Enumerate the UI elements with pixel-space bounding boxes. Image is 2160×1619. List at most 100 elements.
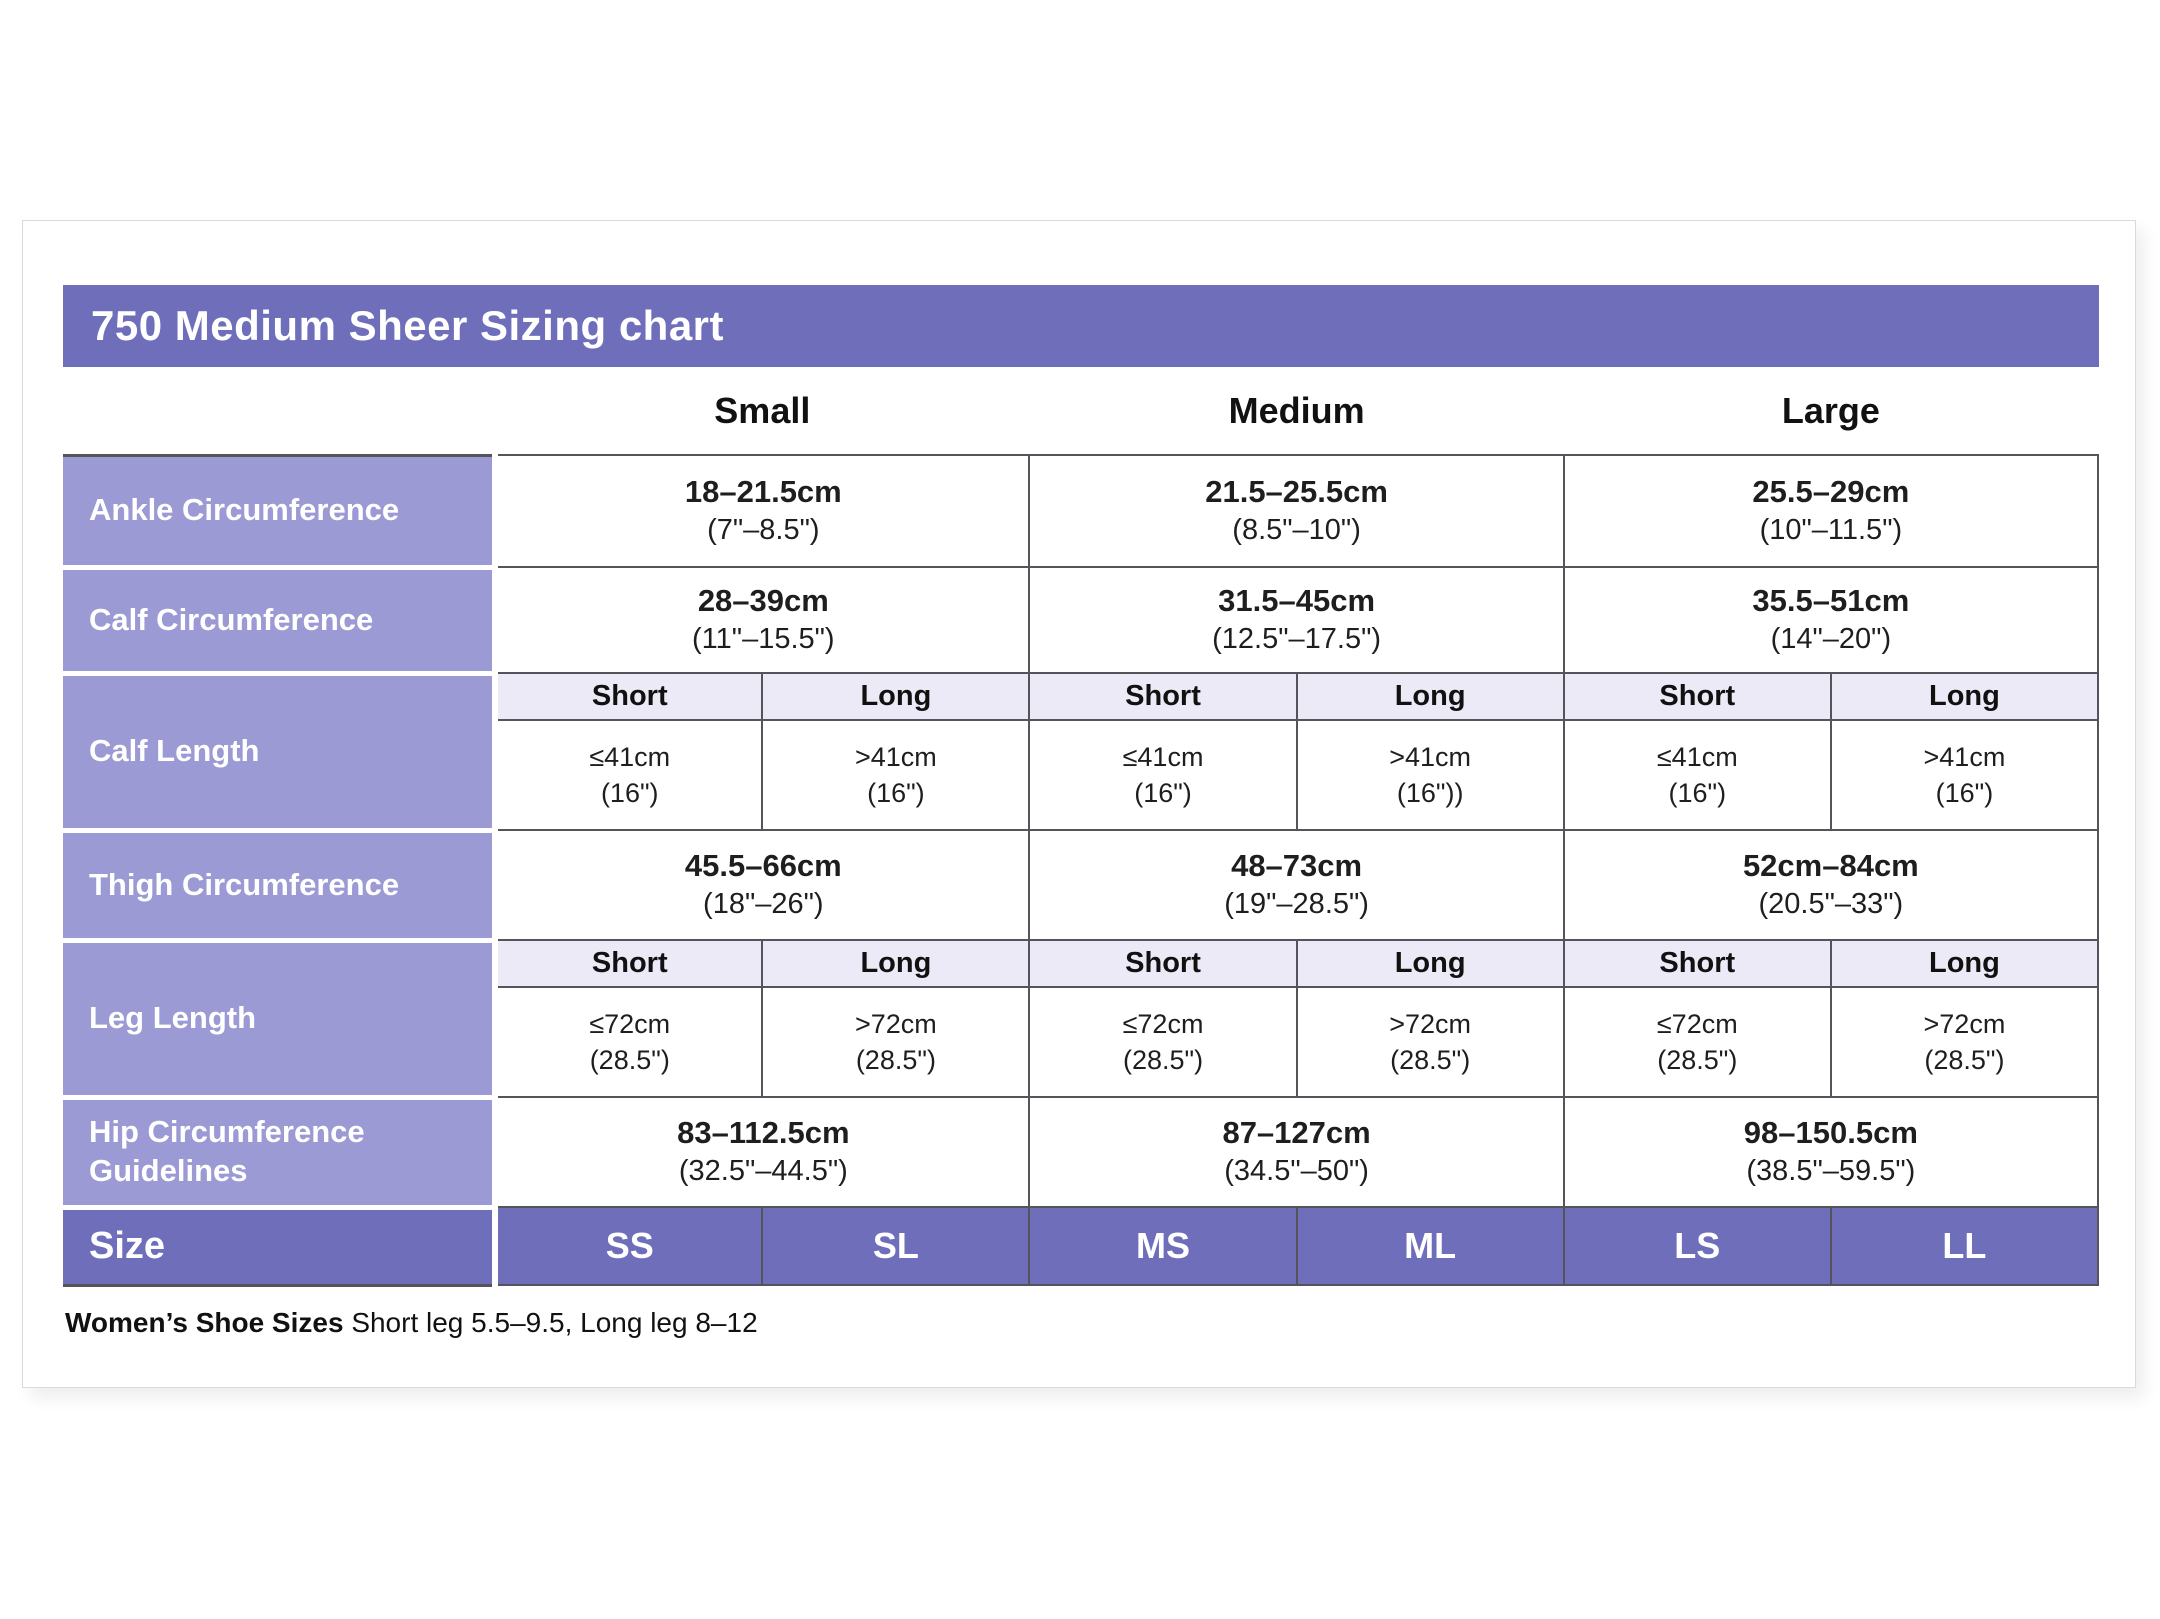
value-inch: (14"–20") <box>1770 623 1892 656</box>
sizing-chart-card: 750 Medium Sheer Sizing chart Small Medi… <box>22 220 2136 1388</box>
value-inch: (16") <box>1668 778 1727 808</box>
value-inch: (16") <box>867 778 925 808</box>
cell-hip-small: 83–112.5cm (32.5"–44.5") <box>494 1096 1031 1208</box>
row-hip-circumference: Hip Circumference Guidelines 83–112.5cm … <box>63 1094 2100 1210</box>
cell-calf-length-ss: ≤41cm (16") <box>494 719 764 831</box>
value-cm: 18–21.5cm <box>684 474 842 509</box>
header-large: Large <box>1781 389 1880 431</box>
subheader-short: Short <box>494 672 764 721</box>
cell-leg-length-ls: ≤72cm (28.5") <box>1562 986 1832 1098</box>
cell-ankle-medium: 21.5–25.5cm (8.5"–10") <box>1028 454 1565 568</box>
row-ankle-circumference: Ankle Circumference 18–21.5cm (7"–8.5") … <box>63 453 2100 570</box>
value-cm: ≤72cm <box>1656 1008 1738 1039</box>
cell-calf-length-ml: >41cm (16")) <box>1295 719 1565 831</box>
value-inch: (20.5"–33") <box>1758 888 1904 921</box>
value-cm: ≤41cm <box>1122 741 1204 772</box>
value-inch: (11"–15.5") <box>692 623 835 656</box>
value-cm: ≤41cm <box>1656 741 1738 772</box>
row-calf-circumference: Calf Circumference 28–39cm (11"–15.5") 3… <box>63 564 2100 676</box>
subheader-short: Short <box>1028 672 1298 721</box>
cell-ankle-large: 25.5–29cm (10"–11.5") <box>1562 454 2100 568</box>
value-cm: 28–39cm <box>697 583 829 618</box>
header-small: Small <box>714 389 811 431</box>
value-cm: 31.5–45cm <box>1218 583 1376 618</box>
chart-title: 750 Medium Sheer Sizing chart <box>91 302 725 349</box>
size-cell-ml: ML <box>1295 1206 1565 1286</box>
value-cm: >41cm <box>854 741 937 772</box>
cell-thigh-medium: 48–73cm (19"–28.5") <box>1028 829 1565 941</box>
value-cm: 98–150.5cm <box>1743 1115 1918 1150</box>
value-cm: 35.5–51cm <box>1752 583 1910 618</box>
subheader-short: Short <box>1562 672 1832 721</box>
cell-calf-length-ms: ≤41cm (16") <box>1028 719 1298 831</box>
cell-hip-medium: 87–127cm (34.5"–50") <box>1028 1096 1565 1208</box>
cell-calf-length-ll: >41cm (16") <box>1829 719 2100 831</box>
cell-leg-length-ss: ≤72cm (28.5") <box>494 986 764 1098</box>
row-leg-length-values: ≤72cm (28.5") >72cm (28.5") ≤72cm (28.5"… <box>63 986 2100 1098</box>
row-label-calf-length: Calf Length <box>63 670 499 833</box>
value-inch: (28.5") <box>1657 1045 1738 1075</box>
row-calf-length-values: ≤41cm (16") >41cm (16") ≤41cm (16") >41c… <box>63 719 2100 831</box>
value-cm: ≤72cm <box>1122 1008 1204 1039</box>
subheader-short: Short <box>494 939 764 988</box>
value-cm: 25.5–29cm <box>1752 474 1910 509</box>
cell-calfc-large: 35.5–51cm (14"–20") <box>1562 566 2100 674</box>
row-label-ankle: Ankle Circumference <box>63 453 499 570</box>
size-cell-ms: MS <box>1028 1206 1298 1286</box>
value-inch: (10"–11.5") <box>1759 514 1903 547</box>
subheader-long: Long <box>1295 939 1565 988</box>
value-inch: (34.5"–50") <box>1224 1155 1369 1188</box>
value-cm: 45.5–66cm <box>684 848 842 883</box>
subheader-long: Long <box>761 672 1031 721</box>
subheader-long: Long <box>1829 939 2100 988</box>
row-label-thigh: Thigh Circumference <box>63 827 499 943</box>
cell-thigh-large: 52cm–84cm (20.5"–33") <box>1562 829 2100 941</box>
footnote-text: Short leg 5.5–9.5, Long leg 8–12 <box>351 1307 758 1338</box>
value-cm: 87–127cm <box>1222 1115 1371 1150</box>
shoe-sizes-footnote: Women’s Shoe Sizes Short leg 5.5–9.5, Lo… <box>65 1307 758 1339</box>
value-cm: >41cm <box>1389 741 1472 772</box>
value-cm: 21.5–25.5cm <box>1205 474 1388 509</box>
value-inch: (32.5"–44.5") <box>678 1155 848 1188</box>
cell-leg-length-ml: >72cm (28.5") <box>1295 986 1565 1098</box>
value-inch: (16")) <box>1396 778 1464 808</box>
value-inch: (28.5") <box>1390 1045 1471 1075</box>
size-cell-ss: SS <box>494 1206 764 1286</box>
value-inch: (28.5") <box>1924 1045 2005 1075</box>
row-leg-length-subheader: Leg Length Short Long Short Long Short L… <box>63 937 2100 1100</box>
value-inch: (28.5") <box>1122 1045 1204 1075</box>
cell-calfc-medium: 31.5–45cm (12.5"–17.5") <box>1028 566 1565 674</box>
cell-leg-length-ll: >72cm (28.5") <box>1829 986 2100 1098</box>
value-inch: (38.5"–59.5") <box>1746 1155 1916 1188</box>
value-cm: >41cm <box>1923 741 2006 772</box>
cell-leg-length-ms: ≤72cm (28.5") <box>1028 986 1298 1098</box>
value-inch: (16") <box>1935 778 1994 808</box>
cell-thigh-small: 45.5–66cm (18"–26") <box>494 829 1031 941</box>
header-medium: Medium <box>1228 389 1365 431</box>
subheader-long: Long <box>1829 672 2100 721</box>
size-cell-ls: LS <box>1562 1206 1832 1286</box>
footnote-bold-label: Women’s Shoe Sizes <box>65 1307 344 1338</box>
value-cm: >72cm <box>854 1008 937 1039</box>
value-inch: (12.5"–17.5") <box>1212 623 1382 656</box>
subheader-long: Long <box>761 939 1031 988</box>
value-inch: (8.5"–10") <box>1232 514 1361 547</box>
size-cell-ll: LL <box>1829 1206 2100 1286</box>
value-cm: ≤72cm <box>589 1008 671 1039</box>
value-inch: (16") <box>1134 778 1192 808</box>
row-calf-length-subheader: Calf Length Short Long Short Long Short … <box>63 670 2100 833</box>
subheader-long: Long <box>1295 672 1565 721</box>
value-inch: (28.5") <box>589 1045 670 1075</box>
subheader-short: Short <box>1562 939 1832 988</box>
value-cm: >72cm <box>1923 1008 2006 1039</box>
value-cm: >72cm <box>1389 1008 1472 1039</box>
value-cm: 83–112.5cm <box>677 1115 850 1150</box>
value-cm: 48–73cm <box>1231 848 1363 883</box>
row-label-calf-circumference: Calf Circumference <box>63 564 499 676</box>
cell-leg-length-sl: >72cm (28.5") <box>761 986 1031 1098</box>
cell-hip-large: 98–150.5cm (38.5"–59.5") <box>1562 1096 2100 1208</box>
row-thigh-circumference: Thigh Circumference 45.5–66cm (18"–26") … <box>63 827 2100 943</box>
chart-title-bar: 750 Medium Sheer Sizing chart <box>63 285 2099 367</box>
size-header-row: Small Medium Large <box>63 367 2098 455</box>
